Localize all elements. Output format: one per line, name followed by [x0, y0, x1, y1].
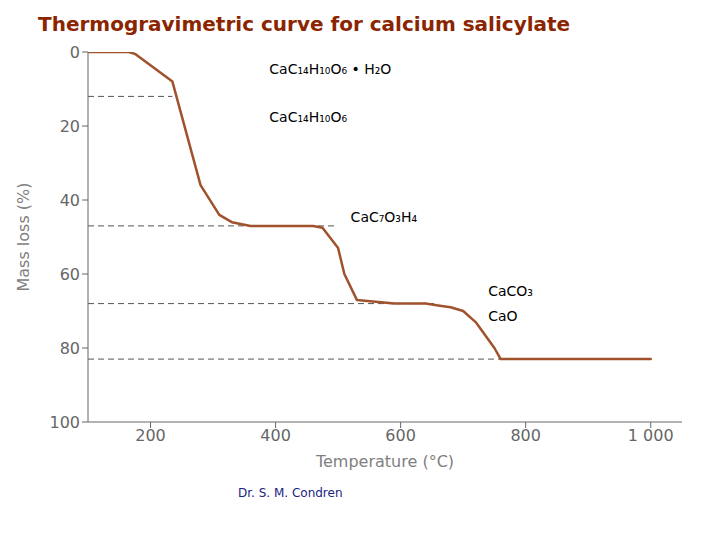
svg-text:60: 60	[60, 265, 80, 284]
svg-text:1 000: 1 000	[628, 426, 674, 445]
html-text:Thermogravimetric curve for ca: Thermogravimetric curve for calcium sali…	[38, 12, 571, 36]
svg-text:CaC₇O₃H₄: CaC₇O₃H₄	[351, 209, 418, 225]
svg-text:40: 40	[60, 191, 80, 210]
svg-text:20: 20	[60, 117, 80, 136]
html-text:Dr. S. M. Condren: Dr. S. M. Condren	[238, 486, 343, 500]
svg-text:Mass loss (%): Mass loss (%)	[14, 182, 33, 291]
svg-text:CaO: CaO	[488, 308, 517, 324]
svg-text:Temperature (°C): Temperature (°C)	[315, 452, 454, 471]
svg-text:400: 400	[260, 426, 291, 445]
svg-text:CaC₁₄H₁₀O₆ • H₂O: CaC₁₄H₁₀O₆ • H₂O	[269, 61, 391, 77]
svg-text:80: 80	[60, 339, 80, 358]
svg-text:CaC₁₄H₁₀O₆: CaC₁₄H₁₀O₆	[269, 109, 347, 125]
svg-text:200: 200	[135, 426, 166, 445]
svg-text:600: 600	[385, 426, 416, 445]
svg-text:0: 0	[70, 43, 80, 62]
svg-text:CaCO₃: CaCO₃	[488, 283, 533, 299]
svg-text:800: 800	[510, 426, 541, 445]
svg-text:100: 100	[49, 413, 80, 432]
